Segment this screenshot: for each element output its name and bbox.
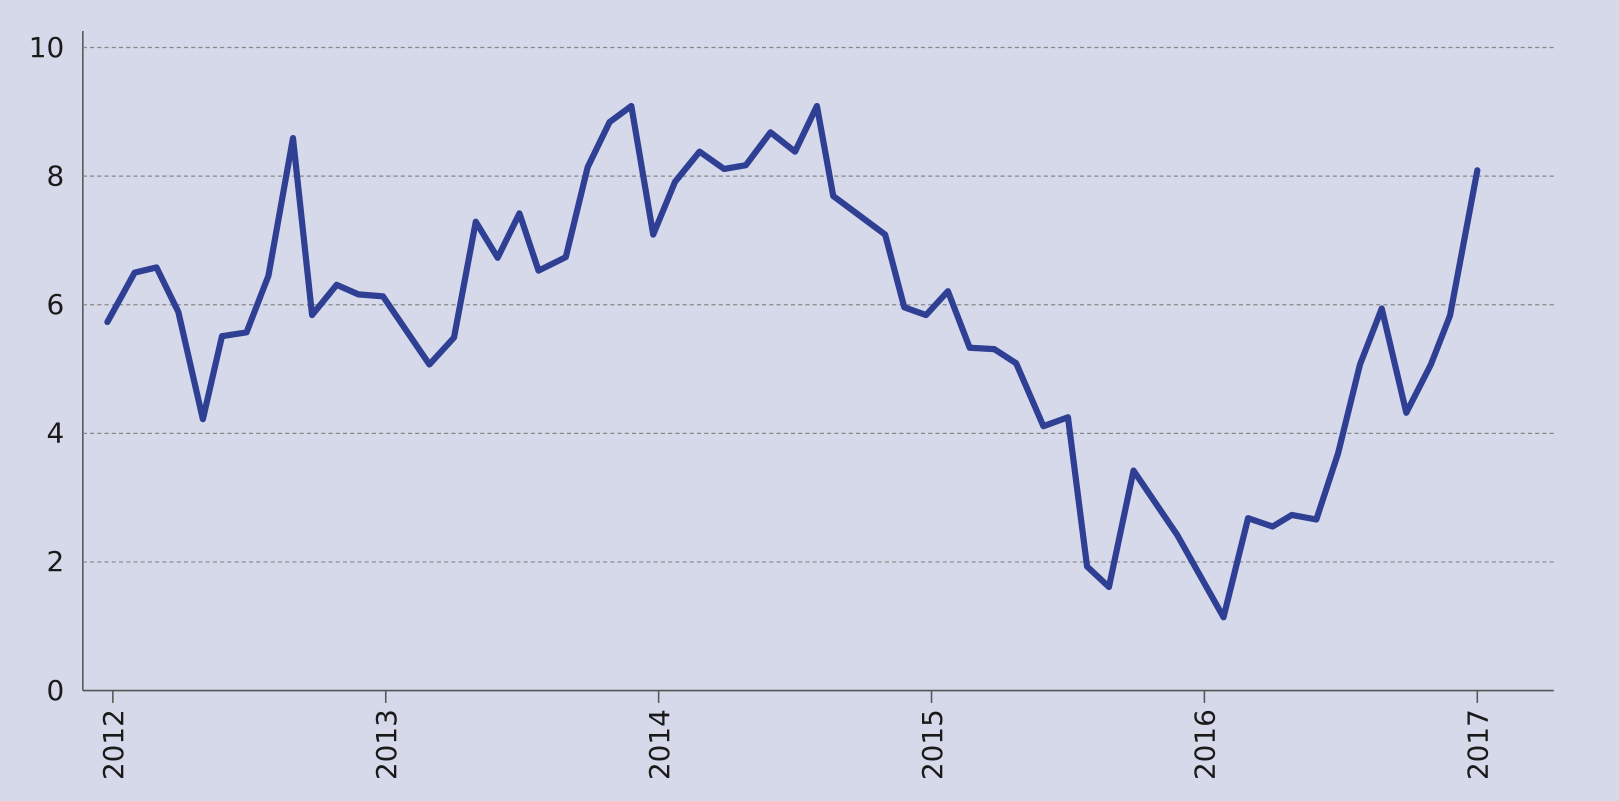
y-tick-label: 2	[47, 545, 65, 578]
data-line	[104, 102, 1481, 621]
y-tick-label: 8	[47, 159, 65, 192]
x-tick-label: 2012	[97, 709, 130, 780]
x-tick-label: 2014	[643, 709, 676, 780]
x-tick-label: 2016	[1189, 709, 1222, 780]
y-tick-label: 0	[47, 674, 65, 707]
x-tick-label: 2013	[370, 709, 403, 780]
x-tick-label: 2015	[916, 709, 949, 780]
y-tick-label: 4	[47, 417, 65, 450]
x-tick-label: 2017	[1462, 709, 1495, 780]
y-tick-label: 10	[29, 31, 64, 64]
y-tick-label: 6	[47, 288, 65, 321]
